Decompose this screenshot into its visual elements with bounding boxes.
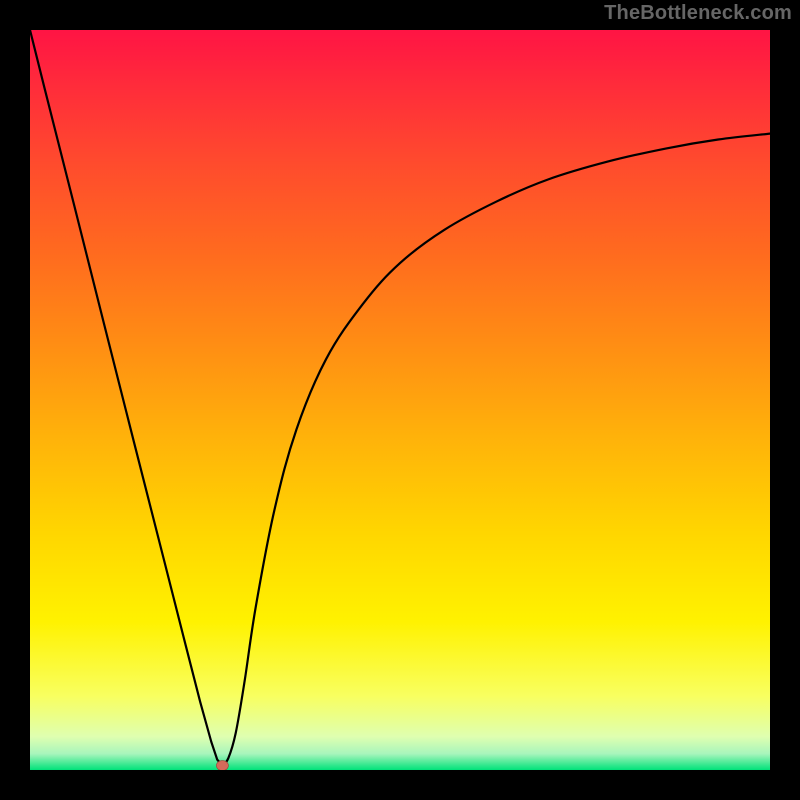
watermark-label: TheBottleneck.com <box>604 2 792 25</box>
chart-svg <box>30 30 770 770</box>
gradient-rect <box>30 30 770 770</box>
plot-area <box>30 30 770 770</box>
minimum-marker <box>216 761 228 770</box>
outer-frame: TheBottleneck.com <box>0 0 800 800</box>
